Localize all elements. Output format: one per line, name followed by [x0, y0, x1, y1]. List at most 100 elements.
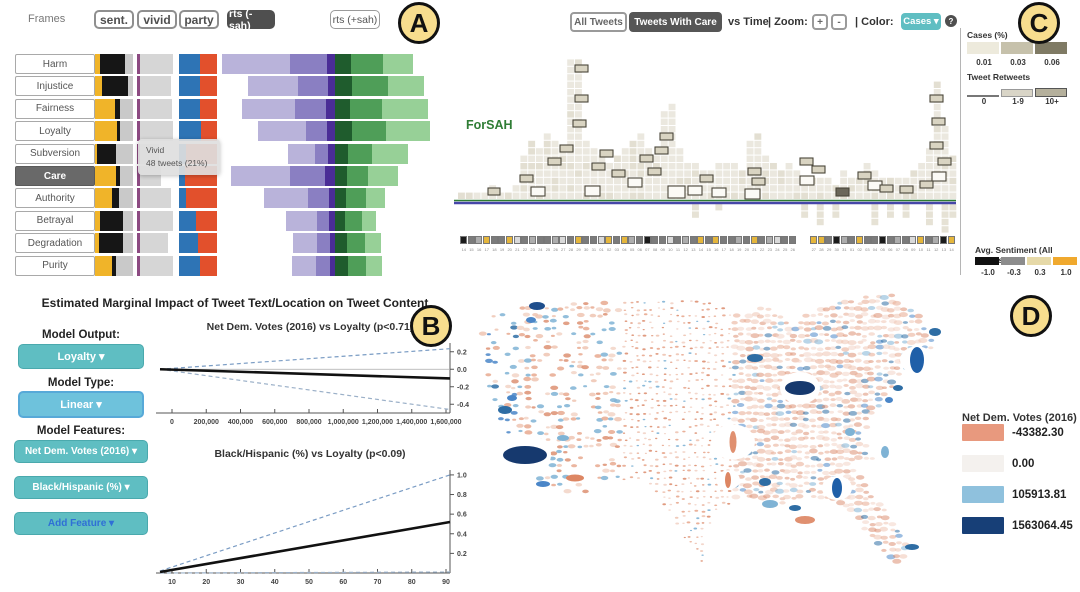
map-legend-value: -43382.30 [1012, 426, 1064, 439]
zoom-in-button[interactable]: + [812, 14, 828, 30]
sentiment-square [658, 236, 666, 244]
feature-dropdown-2[interactable]: Black/Hispanic (%) ▾ [14, 476, 148, 499]
time-tick: 05 [629, 247, 635, 252]
sent-bar [95, 233, 133, 254]
retweets-swatch [1001, 89, 1033, 97]
time-tick: 13 [691, 247, 696, 252]
time-tick: 03 [865, 247, 870, 252]
cases-swatch [967, 42, 999, 54]
time-tick: 10 [668, 247, 673, 252]
sent-bar [95, 210, 133, 231]
sentiment-square [689, 236, 697, 244]
sentiment-square [766, 236, 773, 244]
frame-row-subversion[interactable]: Subversion [15, 143, 95, 164]
time-tick: 01 [849, 247, 855, 252]
frame-row-fairness[interactable]: Fairness [15, 98, 95, 119]
frames-label: Frames [28, 13, 66, 25]
time-tick: 31 [591, 247, 597, 252]
frame-row-degradation[interactable]: Degradation [15, 233, 95, 254]
sentiment-square [482, 236, 490, 244]
sentiment-square [582, 236, 590, 244]
sent-bar [95, 121, 133, 142]
panel-model: Estimated Marginal Impact of Tweet Text/… [0, 285, 470, 592]
time-tick: 22 [522, 247, 528, 252]
sent-bar [95, 54, 133, 74]
sentiment-square [651, 236, 659, 244]
column-button-vivid[interactable]: vivid [137, 10, 177, 29]
add-feature-dropdown[interactable]: Add Feature ▾ [14, 512, 148, 535]
time-tick: 19 [736, 247, 742, 252]
time-tick: 24 [538, 247, 543, 252]
frame-row-purity[interactable]: Purity [15, 255, 95, 276]
frame-row-injustice[interactable]: Injustice [15, 76, 95, 97]
sentiment-square [467, 236, 475, 244]
vivid-bar [137, 188, 175, 209]
panel-map: Net Dem. Votes (2016) -43382.30 0.00 10591… [465, 292, 1080, 592]
svg-text:90: 90 [442, 579, 450, 586]
sentiment-square [475, 236, 483, 244]
time-tick: 23 [530, 247, 535, 252]
sentiment-square [704, 236, 712, 244]
party-bar [179, 255, 217, 276]
sentiment-square [521, 236, 529, 244]
zoom-out-button[interactable]: - [831, 14, 847, 30]
model-output-dropdown[interactable]: Loyalty ▾ [18, 344, 144, 369]
frame-row-authority[interactable]: Authority [15, 188, 95, 209]
all-tweets-tab[interactable]: All Tweets [570, 12, 627, 32]
time-tick: 08 [652, 247, 658, 252]
help-icon[interactable]: ? [945, 15, 957, 27]
time-tick: 31 [842, 247, 847, 252]
sentiment-square [590, 236, 598, 244]
column-button-rts+sah[interactable]: rts (+sah) [330, 10, 380, 29]
frame-row-loyalty[interactable]: Loyalty [15, 121, 95, 142]
sentiment-square [674, 236, 682, 244]
sentiment-square [544, 236, 552, 244]
vivid-bar [137, 233, 175, 254]
forsah-label: ForSAH [466, 118, 513, 132]
svg-text:80: 80 [408, 579, 416, 586]
sent-bar [95, 166, 133, 186]
svg-text:1,600,000: 1,600,000 [430, 419, 461, 426]
sentiment-swatch-label: -0.3 [1007, 268, 1021, 277]
frame-row-care[interactable]: Care [15, 166, 95, 186]
sent-bar [95, 255, 133, 276]
time-tick: 15 [706, 247, 711, 252]
time-tick: 29 [576, 247, 581, 252]
time-tick: 06 [888, 247, 893, 252]
time-tick: 14 [949, 247, 954, 252]
tweets-with-care-tab[interactable]: Tweets With Care [629, 12, 722, 32]
time-tick: 05 [880, 247, 885, 252]
sentiment-square [597, 236, 605, 244]
rts-diverging-bar [264, 188, 385, 209]
timeline-chart [454, 59, 957, 233]
badge-a: A [398, 2, 440, 44]
retweets-swatch-label: 0 [981, 97, 987, 106]
column-button-rts-sah[interactable]: rts (-sah) [227, 8, 275, 32]
sentiment-square [613, 236, 620, 244]
map-legend-row: 105913.81 [962, 486, 1073, 503]
model-type-label: Model Type: [47, 377, 115, 389]
rts-diverging-bar [231, 166, 398, 186]
time-tick: 18 [492, 247, 497, 252]
legend-divider [960, 28, 961, 275]
time-tick: 16 [714, 247, 719, 252]
feature-dropdown-1[interactable]: Net Dem. Votes (2016) ▾ [14, 440, 148, 463]
time-tick: 18 [729, 247, 734, 252]
svg-text:0.0: 0.0 [457, 367, 467, 374]
sent-bar [95, 98, 133, 119]
model-type-dropdown[interactable]: Linear ▾ [18, 391, 144, 418]
frame-row-harm[interactable]: Harm [15, 54, 95, 74]
frame-row-betrayal[interactable]: Betrayal [15, 210, 95, 231]
badge-b: B [410, 305, 452, 347]
sentiment-square [917, 236, 925, 244]
time-tick: 01 [599, 247, 604, 252]
sentiment-square [681, 236, 689, 244]
column-button-party[interactable]: party [179, 10, 219, 29]
time-tick: 21 [515, 247, 520, 252]
time-tick: 25 [782, 247, 788, 252]
color-dropdown[interactable]: Cases ▾ [901, 13, 941, 30]
column-button-sent[interactable]: sent. [94, 10, 134, 29]
party-bar [179, 210, 217, 231]
rts-diverging-bar [222, 54, 413, 74]
sentiment-square [886, 236, 894, 244]
